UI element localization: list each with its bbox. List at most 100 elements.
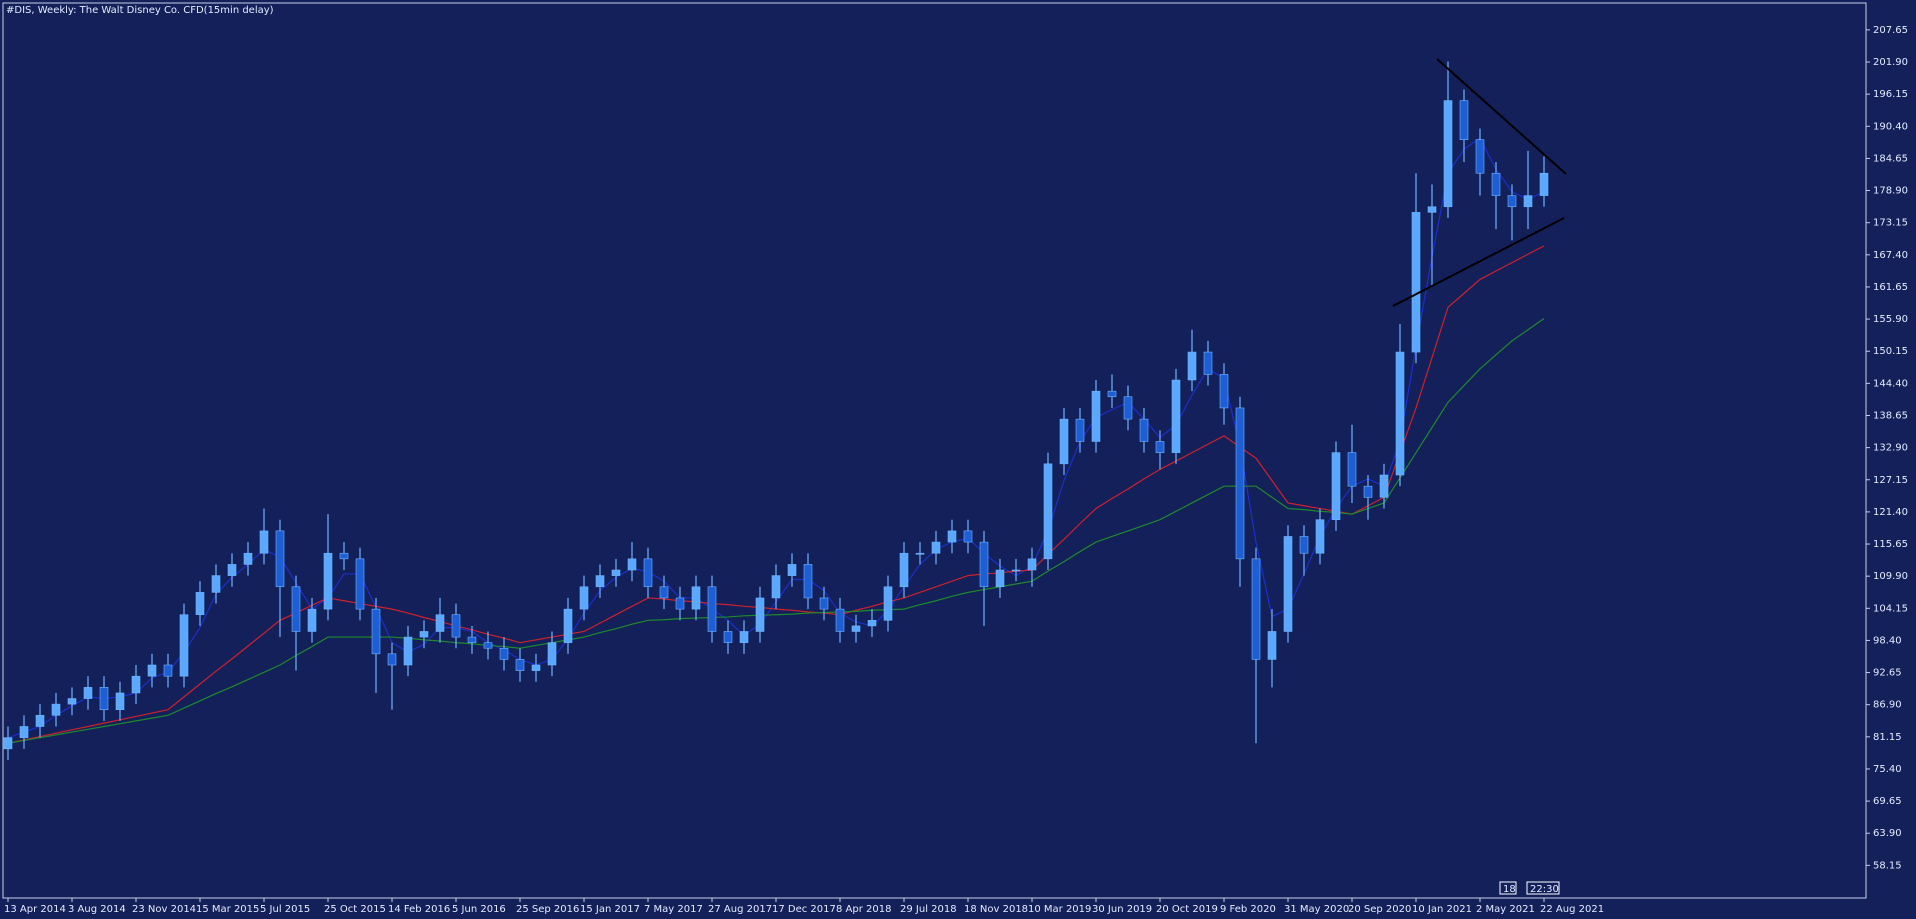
candle-body	[1395, 351, 1405, 476]
candle-body	[499, 647, 509, 660]
y-tick-label: 104.15	[1873, 603, 1908, 614]
candle-body	[1251, 558, 1261, 660]
x-tick-label: 31 May 2020	[1284, 904, 1349, 915]
x-tick-label: 15 Mar 2015	[196, 904, 259, 915]
y-tick-label: 63.90	[1873, 828, 1902, 839]
x-tick-label: 9 Feb 2020	[1220, 904, 1276, 915]
candle-body	[35, 715, 45, 727]
y-tick-label: 173.15	[1873, 218, 1908, 229]
candle-body	[579, 586, 589, 610]
candle-body	[963, 530, 973, 543]
y-tick-label: 196.15	[1873, 89, 1908, 100]
candle-body	[979, 541, 989, 588]
candle-body	[803, 564, 813, 599]
time-marker: 22:30	[1530, 884, 1559, 895]
candle-body	[1539, 172, 1549, 196]
candle-body	[179, 614, 189, 677]
moving-average	[7, 245, 1545, 744]
x-tick-label: 10 Mar 2019	[1028, 904, 1091, 915]
candle-body	[483, 642, 493, 649]
candle-body	[83, 687, 93, 699]
candle-body	[147, 664, 157, 677]
candle-body	[259, 530, 269, 554]
x-tick-label: 7 May 2017	[644, 904, 703, 915]
candle-body	[723, 631, 733, 643]
y-tick-label: 178.90	[1873, 186, 1908, 197]
candle-body	[643, 558, 653, 588]
candle-body	[131, 675, 141, 694]
x-tick-label: 5 Jul 2015	[260, 904, 310, 915]
trendline-upper	[1436, 58, 1567, 175]
candle-body	[1043, 463, 1053, 560]
y-tick-label: 109.90	[1873, 571, 1908, 582]
candle-body	[1123, 396, 1133, 420]
candle-body	[1315, 519, 1325, 554]
trendline-lower	[1392, 217, 1565, 307]
y-tick-label: 86.90	[1873, 700, 1902, 711]
y-tick-label: 115.65	[1873, 539, 1908, 550]
candle-body	[1283, 536, 1293, 632]
candle-body	[899, 552, 909, 588]
candle-body	[1331, 452, 1341, 521]
candle-body	[947, 530, 957, 543]
x-tick-label: 22 Aug 2021	[1540, 904, 1604, 915]
candle-body	[1299, 536, 1309, 554]
y-tick-label: 190.40	[1873, 121, 1908, 132]
x-tick-label: 5 Jun 2016	[452, 904, 506, 915]
x-tick-label: 25 Sep 2016	[516, 904, 579, 915]
time-marker-box	[1526, 881, 1560, 895]
candle-body	[1171, 379, 1181, 453]
y-tick-label: 167.40	[1873, 250, 1908, 261]
candle-body	[51, 703, 61, 716]
candle-body	[1075, 418, 1085, 442]
candle-body	[435, 614, 445, 632]
candle-body	[371, 608, 381, 655]
candle-body	[1011, 569, 1021, 572]
y-tick-label: 150.15	[1873, 346, 1908, 357]
y-tick-label: 98.40	[1873, 635, 1902, 646]
y-tick-label: 161.65	[1873, 282, 1908, 293]
date-marker: 18	[1503, 884, 1516, 895]
y-tick-label: 75.40	[1873, 764, 1902, 775]
candle-body	[291, 586, 301, 632]
y-tick-label: 69.65	[1873, 796, 1902, 807]
candle-body	[931, 541, 941, 554]
candle-body	[195, 592, 205, 616]
candle-body	[867, 620, 877, 627]
y-tick-label: 207.65	[1873, 25, 1908, 36]
candle-body	[547, 642, 557, 666]
candle-body	[739, 631, 749, 643]
chart-title: #DIS, Weekly: The Walt Disney Co. CFD(15…	[6, 5, 274, 16]
candle-body	[99, 687, 109, 711]
marks: 207.65 201.90 196.15 190.40 184.65 178.90 173.…	[3, 25, 1908, 915]
candle-body	[1347, 452, 1357, 487]
y-tick-label: 155.90	[1873, 314, 1908, 325]
y-tick-label: 92.65	[1873, 668, 1902, 679]
x-tick-label: 10 Jan 2021	[1412, 904, 1472, 915]
y-tick-label: 201.90	[1873, 57, 1908, 68]
x-tick-label: 15 Jan 2017	[580, 904, 640, 915]
x-tick-label: 2 May 2021	[1476, 904, 1535, 915]
x-tick-label: 8 Apr 2018	[836, 904, 891, 915]
candle-body	[1411, 212, 1421, 353]
x-tick-label: 20 Oct 2019	[1156, 904, 1218, 915]
y-tick-label: 127.15	[1873, 475, 1908, 486]
candle-body	[1059, 418, 1069, 465]
candle-body	[211, 575, 221, 593]
candle-body	[1507, 195, 1517, 208]
candle-body	[1091, 390, 1101, 442]
candle-body	[1363, 485, 1373, 498]
plot-frame	[2, 2, 1867, 899]
candle-body	[595, 575, 605, 588]
candle-body	[19, 726, 29, 738]
candle-body	[1155, 441, 1165, 453]
candle-body	[915, 552, 925, 555]
candle-body	[563, 608, 573, 643]
x-tick-label: 13 Apr 2014	[4, 904, 66, 915]
x-tick-label: 25 Oct 2015	[324, 904, 386, 915]
y-tick-label: 138.65	[1873, 410, 1908, 421]
x-tick-label: 17 Dec 2017	[772, 904, 836, 915]
candle-body	[659, 586, 669, 599]
candle-body	[755, 597, 765, 632]
